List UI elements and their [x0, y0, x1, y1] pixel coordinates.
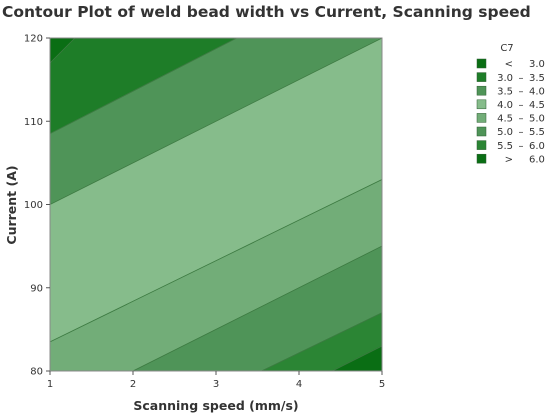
chart-title: Contour Plot of weld bead width vs Curre…: [2, 3, 531, 21]
contour-bands: [49, 37, 383, 372]
legend-label-low: 4.5: [497, 114, 513, 125]
x-tick-label: 2: [130, 379, 136, 390]
contour-line-6: [261, 312, 383, 372]
legend-label-high: 4.0: [529, 86, 545, 97]
x-axis: 1 2 3 4 5: [47, 371, 385, 390]
legend-label-low: 3.5: [497, 86, 513, 97]
contour-line-7: [332, 345, 383, 372]
x-tick-label: 3: [213, 379, 219, 390]
legend-label-low: 3.0: [497, 73, 513, 84]
legend-label-high: 3.0: [529, 59, 545, 70]
legend-label-low: >: [505, 154, 513, 165]
contour-lines: [49, 37, 383, 372]
legend-label-dash: –: [519, 141, 524, 152]
legend-label-high: 5.0: [529, 114, 545, 125]
y-tick-label: 100: [24, 200, 43, 211]
legend-label-low: 5.0: [497, 127, 513, 138]
legend-title: C7: [500, 43, 513, 54]
legend-label-high: 6.0: [529, 141, 545, 152]
legend-label-high: 3.5: [529, 73, 545, 84]
legend-label-high: 4.5: [529, 100, 545, 111]
contour-line-4: [49, 179, 383, 343]
legend-label-dash: –: [519, 127, 524, 138]
x-tick-label: 1: [47, 379, 53, 390]
legend-label-low: 4.0: [497, 100, 513, 111]
legend-swatch: [476, 153, 487, 164]
legend-swatch: [476, 140, 487, 150]
legend-label-dash: –: [519, 73, 524, 84]
contour-line-2: [49, 37, 237, 135]
legend-swatch: [476, 58, 487, 69]
y-tick-label: 90: [30, 283, 43, 294]
x-axis-label: Scanning speed (mm/s): [133, 398, 298, 413]
y-tick-label: 110: [24, 117, 43, 128]
legend-swatch: [476, 113, 487, 123]
legend-swatch: [476, 126, 487, 137]
y-axis-label: Current (A): [4, 165, 19, 244]
y-tick-label: 80: [30, 367, 43, 378]
legend-swatch: [476, 72, 487, 82]
y-tick-label: 120: [24, 34, 43, 45]
x-tick-label: 5: [379, 379, 385, 390]
contour-line-1: [49, 37, 76, 64]
legend-label-low: <: [505, 59, 513, 70]
legend-label-low: 5.5: [497, 141, 513, 152]
contour-line-5: [132, 245, 383, 372]
legend-label-high: 6.0: [529, 154, 545, 165]
x-tick-label: 4: [296, 379, 302, 390]
contour-line-3: [49, 37, 383, 205]
legend: C7 <3.03.0–3.53.5–4.04.0–4.54.5–5.05.0–5…: [476, 43, 545, 165]
legend-label-dash: –: [519, 86, 524, 97]
legend-label-dash: –: [519, 100, 524, 111]
legend-swatch: [476, 85, 487, 96]
y-axis: 80 90 100 110 120: [24, 34, 50, 378]
legend-label-high: 5.5: [529, 127, 545, 138]
legend-swatch: [476, 99, 487, 110]
legend-label-dash: –: [519, 114, 524, 125]
